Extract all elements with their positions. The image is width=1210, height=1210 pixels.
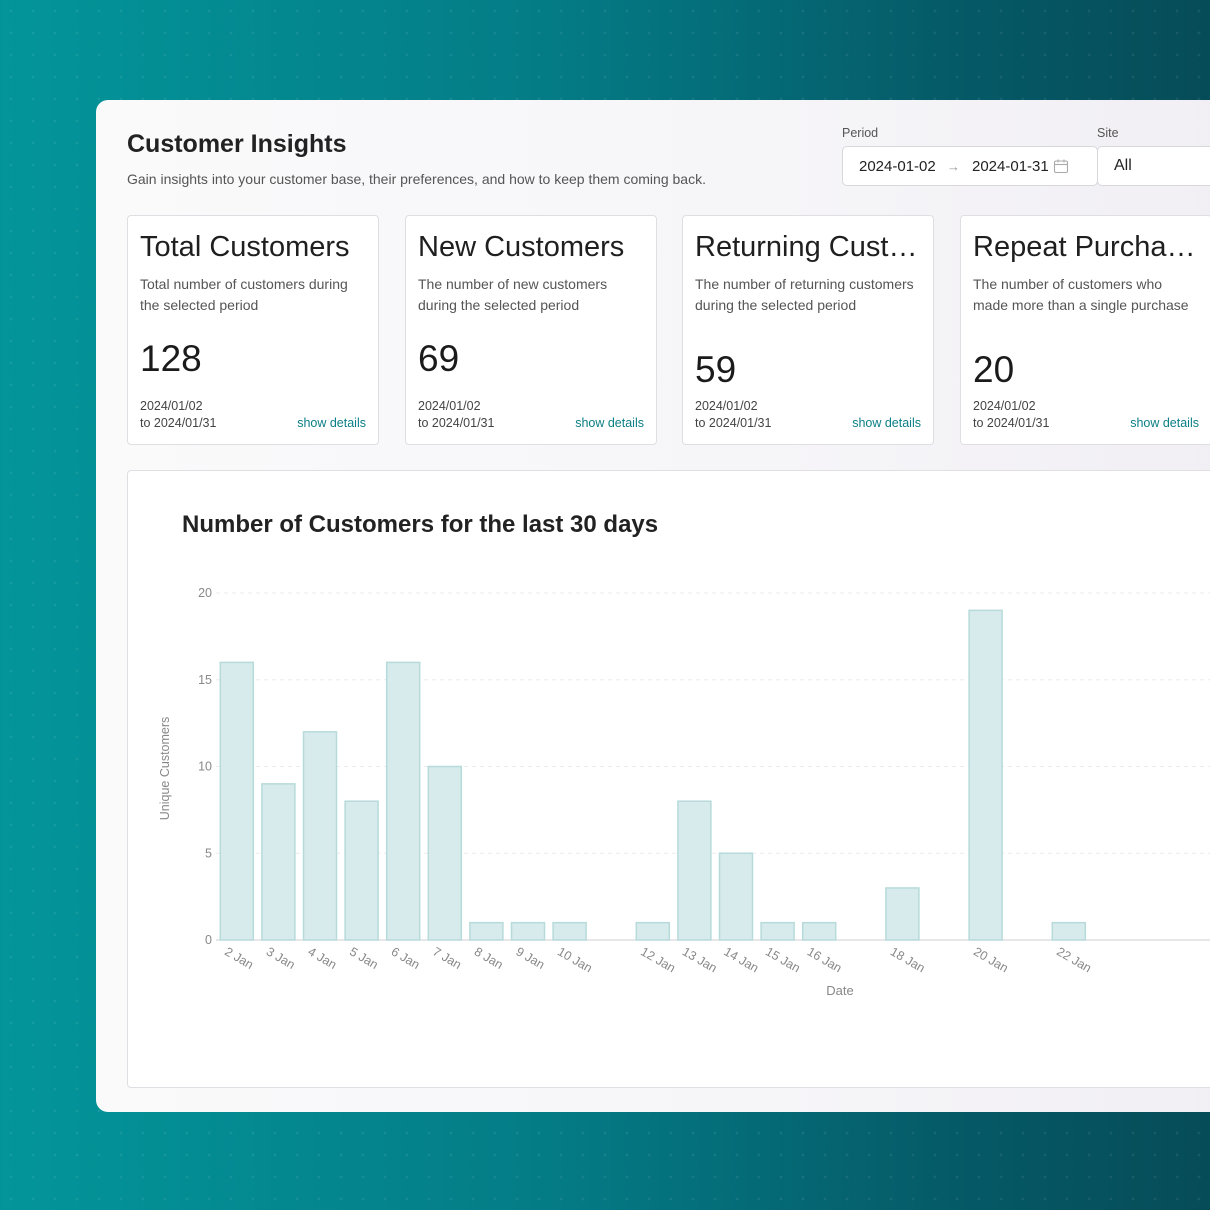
card-date-from: 2024/01/02 — [695, 399, 758, 413]
card-value: 69 — [418, 338, 460, 379]
calendar-icon[interactable] — [1053, 158, 1069, 174]
x-tick-label: 16 Jan — [805, 944, 845, 975]
card-date-to: to 2024/01/31 — [140, 416, 217, 430]
card-title: Returning Customers — [695, 231, 921, 263]
card-description: The number of returning customers during… — [695, 276, 914, 313]
dashboard-panel: Customer Insights Gain insights into you… — [96, 100, 1210, 1112]
repeat-purchases-card: Repeat Purchases The number of customers… — [960, 215, 1210, 445]
x-tick-label: 8 Jan — [472, 944, 506, 971]
card-date-from: 2024/01/02 — [973, 399, 1036, 413]
card-title: New Customers — [418, 231, 625, 263]
returning-customers-card: Returning Customers The number of return… — [682, 215, 934, 445]
bar-13-jan — [677, 800, 712, 941]
show-details-link[interactable]: show details — [852, 416, 921, 430]
card-title: Repeat Purchases — [973, 231, 1199, 263]
card-description: Total number of customers during the sel… — [140, 276, 348, 313]
site-select[interactable]: All — [1097, 146, 1210, 186]
x-tick-label: 10 Jan — [555, 944, 595, 975]
bar-8-jan — [469, 921, 504, 941]
card-date-to: to 2024/01/31 — [418, 416, 495, 430]
bar-16-jan — [801, 921, 837, 941]
x-tick-label: 13 Jan — [680, 944, 720, 975]
x-tick-label: 3 Jan — [264, 944, 298, 971]
bar-20-jan — [968, 609, 1003, 941]
y-tick-label: 0 — [205, 933, 212, 947]
bar-5-jan — [344, 800, 379, 941]
customers-chart-card: Number of Customers for the last 30 days… — [127, 470, 1210, 1088]
site-select-value: All — [1114, 157, 1132, 174]
x-tick-label: 5 Jan — [347, 944, 381, 971]
period-range-picker[interactable]: 2024-01-02 → 2024-01-31 — [842, 146, 1098, 186]
x-tick-label: 4 Jan — [306, 944, 340, 971]
card-date-to: to 2024/01/31 — [973, 416, 1050, 430]
period-end-input[interactable]: 2024-01-31 — [972, 157, 1049, 175]
y-tick-label: 5 — [205, 846, 212, 860]
bar-14-jan — [718, 852, 754, 941]
card-value: 20 — [973, 349, 1015, 390]
x-tick-label: 9 Jan — [514, 944, 548, 971]
show-details-link[interactable]: show details — [297, 416, 366, 430]
x-tick-label: 6 Jan — [389, 944, 423, 971]
bar-12-jan — [635, 921, 671, 941]
y-axis-label: Unique Customers — [158, 717, 172, 821]
bar-18-jan — [885, 887, 920, 941]
site-label: Site — [1097, 126, 1119, 140]
range-arrow-icon: → — [947, 158, 960, 174]
x-tick-label: 2 Jan — [222, 944, 256, 971]
card-date-from: 2024/01/02 — [418, 399, 481, 413]
chart-title: Number of Customers for the last 30 days — [182, 511, 659, 538]
bar-9-jan — [510, 921, 546, 941]
period-start-input[interactable]: 2024-01-02 — [859, 157, 936, 175]
bar-6-jan — [385, 661, 421, 941]
y-tick-label: 10 — [198, 760, 212, 774]
page-subtitle: Gain insights into your customer base, t… — [127, 171, 706, 187]
x-tick-label: 7 Jan — [430, 944, 464, 971]
card-value: 128 — [140, 338, 202, 379]
card-date-to: to 2024/01/31 — [695, 416, 772, 430]
card-title: Total Customers — [140, 231, 350, 263]
card-description: The number of customers who made more th… — [973, 276, 1189, 313]
card-date-range: 2024/01/02 to 2024/01/31 — [695, 398, 771, 432]
bar-15-jan — [760, 921, 795, 941]
card-date-range: 2024/01/02 to 2024/01/31 — [973, 398, 1049, 432]
y-tick-label: 15 — [198, 673, 212, 687]
bar-7-jan — [427, 765, 463, 941]
y-tick-label: 20 — [198, 586, 212, 600]
x-tick-label: 12 Jan — [638, 944, 678, 975]
period-label: Period — [842, 126, 879, 140]
bar-chart: 0 5 10 15 20 Unique Customers 2 Jan 3 Jan 4 Jan 5… — [158, 586, 1210, 998]
x-tick-label: 22 Jan — [1054, 944, 1094, 975]
show-details-link[interactable]: show details — [1130, 416, 1199, 430]
total-customers-card: Total Customers Total number of customer… — [127, 215, 379, 445]
card-date-from: 2024/01/02 — [140, 399, 203, 413]
bar-10-jan — [552, 921, 587, 941]
card-date-range: 2024/01/02 to 2024/01/31 — [418, 398, 494, 432]
bar-2-jan — [219, 661, 255, 941]
show-details-link[interactable]: show details — [575, 416, 644, 430]
x-tick-label: 20 Jan — [971, 944, 1011, 975]
x-axis-label: Date — [826, 983, 853, 998]
bar-4-jan — [302, 731, 338, 941]
x-tick-label: 15 Jan — [763, 944, 803, 975]
x-tick-label: 14 Jan — [722, 944, 762, 975]
bar-22-jan — [1051, 921, 1087, 941]
card-date-range: 2024/01/02 to 2024/01/31 — [140, 398, 216, 432]
page-title: Customer Insights — [127, 130, 347, 158]
bar-3-jan — [261, 783, 296, 941]
new-customers-card: New Customers The number of new customer… — [405, 215, 657, 445]
card-description: The number of new customers during the s… — [418, 276, 608, 313]
x-tick-label: 18 Jan — [888, 944, 928, 975]
card-value: 59 — [695, 349, 737, 390]
